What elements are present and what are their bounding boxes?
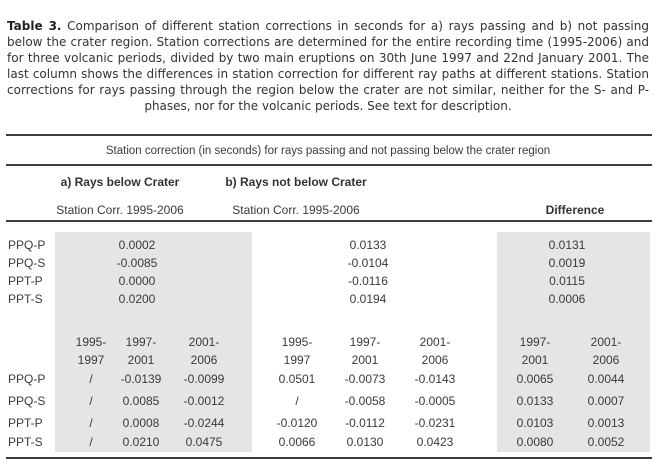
period-col-6-top: 2001-: [419, 335, 451, 349]
cell-period-ppt-s-8: 0.0052: [587, 435, 625, 449]
cell-period-ppt-p-6: -0.0231: [414, 416, 456, 430]
cell-overall-ppt-p-a: 0.0000: [118, 274, 156, 288]
period-col-1-bottom: 1997: [77, 353, 105, 367]
cell-overall-ppt-s-diff: 0.0006: [548, 292, 586, 306]
cell-period-ppq-s-4: /: [295, 394, 299, 408]
cell-overall-ppq-s-a: -0.0085: [116, 256, 158, 270]
period-col-8-bottom: 2006: [592, 353, 620, 367]
section-a-subheader: Station Corr. 1995-2006: [56, 203, 184, 217]
section-b-header: b) Rays not below Crater: [225, 175, 367, 189]
cell-overall-ppq-s-b: -0.0104: [347, 256, 389, 270]
period-col-5-top: 1997-: [349, 335, 381, 349]
cell-period-ppq-p-2: -0.0139: [120, 372, 162, 386]
period-col-5-bottom: 2001: [351, 353, 379, 367]
period-col-3-top: 2001-: [188, 335, 220, 349]
cell-period-ppq-s-2: 0.0085: [122, 394, 160, 408]
cell-period-ppt-s-7: 0.0080: [516, 435, 554, 449]
cell-overall-ppt-p-b: -0.0116: [348, 274, 388, 288]
cell-period-ppq-p-8: 0.0044: [587, 372, 625, 386]
table-caption-label: Table 3.: [7, 19, 62, 33]
cell-overall-ppq-p-a: 0.0002: [118, 238, 156, 252]
cell-period-ppt-s-2: 0.0210: [122, 435, 160, 449]
period-col-8-top: 2001-: [590, 335, 622, 349]
cell-period-ppt-p-8: 0.0013: [587, 416, 625, 430]
cell-overall-ppq-p-b: 0.0133: [349, 238, 387, 252]
period-row-label-ppq-p: PPQ-P: [8, 372, 46, 386]
cell-period-ppt-p-4: -0.0120: [276, 416, 318, 430]
cell-period-ppt-s-5: 0.0130: [346, 435, 384, 449]
period-col-3-bottom: 2006: [190, 353, 218, 367]
cell-period-ppq-s-7: 0.0133: [516, 394, 554, 408]
cell-period-ppt-p-1: /: [89, 416, 93, 430]
cell-period-ppq-p-7: 0.0065: [516, 372, 554, 386]
cell-period-ppt-s-3: 0.0475: [185, 435, 223, 449]
table-caption-text: Comparison of different station correcti…: [7, 19, 649, 113]
table-subtitle-rule: [6, 164, 652, 166]
period-col-4-bottom: 1997: [283, 353, 311, 367]
row-label-ppt-p: PPT-P: [8, 274, 43, 288]
cell-period-ppt-p-2: 0.0008: [122, 416, 160, 430]
difference-header: Difference: [545, 203, 605, 217]
table-top-rule: [6, 134, 652, 136]
cell-period-ppt-p-5: -0.0112: [345, 416, 385, 430]
cell-period-ppq-s-8: 0.0007: [587, 394, 625, 408]
cell-period-ppq-s-5: -0.0058: [344, 394, 386, 408]
period-col-4-top: 1995-: [281, 335, 313, 349]
period-col-1-top: 1995-: [75, 335, 107, 349]
cell-overall-ppq-s-diff: 0.0019: [548, 256, 586, 270]
period-row-label-ppq-s: PPQ-S: [8, 394, 46, 408]
cell-period-ppq-s-6: -0.0005: [414, 394, 456, 408]
cell-period-ppq-p-5: -0.0073: [344, 372, 386, 386]
cell-period-ppq-p-4: 0.0501: [278, 372, 316, 386]
cell-overall-ppq-p-diff: 0.0131: [548, 238, 586, 252]
period-col-2-top: 1997-: [125, 335, 157, 349]
difference-shade: [497, 232, 650, 452]
cell-period-ppt-p-3: -0.0244: [183, 416, 225, 430]
cell-period-ppq-s-1: /: [89, 394, 93, 408]
table-header-rule: [6, 220, 652, 222]
period-row-label-ppt-s: PPT-S: [8, 435, 43, 449]
cell-period-ppq-s-3: -0.0012: [183, 394, 225, 408]
cell-period-ppt-p-7: 0.0103: [516, 416, 554, 430]
period-col-6-bottom: 2006: [421, 353, 449, 367]
table-bottom-rule: [6, 457, 652, 459]
cell-period-ppt-s-6: 0.0423: [416, 435, 454, 449]
period-col-2-bottom: 2001: [127, 353, 155, 367]
cell-overall-ppt-p-diff: 0.0115: [549, 274, 585, 288]
cell-overall-ppt-s-b: 0.0194: [349, 292, 387, 306]
row-label-ppq-p: PPQ-P: [8, 238, 46, 252]
cell-period-ppq-p-1: /: [89, 372, 93, 386]
row-label-ppq-s: PPQ-S: [8, 256, 46, 270]
cell-period-ppq-p-6: -0.0143: [414, 372, 456, 386]
row-label-ppt-s: PPT-S: [8, 292, 43, 306]
section-b-subheader: Station Corr. 1995-2006: [232, 203, 360, 217]
period-col-7-top: 1997-: [519, 335, 551, 349]
section-a-shade: [55, 232, 252, 452]
table-caption: Table 3. Comparison of different station…: [7, 18, 649, 114]
cell-period-ppt-s-4: 0.0066: [278, 435, 316, 449]
cell-overall-ppt-s-a: 0.0200: [118, 292, 156, 306]
period-row-label-ppt-p: PPT-P: [8, 416, 43, 430]
period-col-7-bottom: 2001: [521, 353, 549, 367]
cell-period-ppq-p-3: -0.0099: [183, 372, 225, 386]
table-subtitle: Station correction (in seconds) for rays…: [105, 145, 551, 157]
section-a-header: a) Rays below Crater: [60, 175, 180, 189]
cell-period-ppt-s-1: /: [89, 435, 93, 449]
